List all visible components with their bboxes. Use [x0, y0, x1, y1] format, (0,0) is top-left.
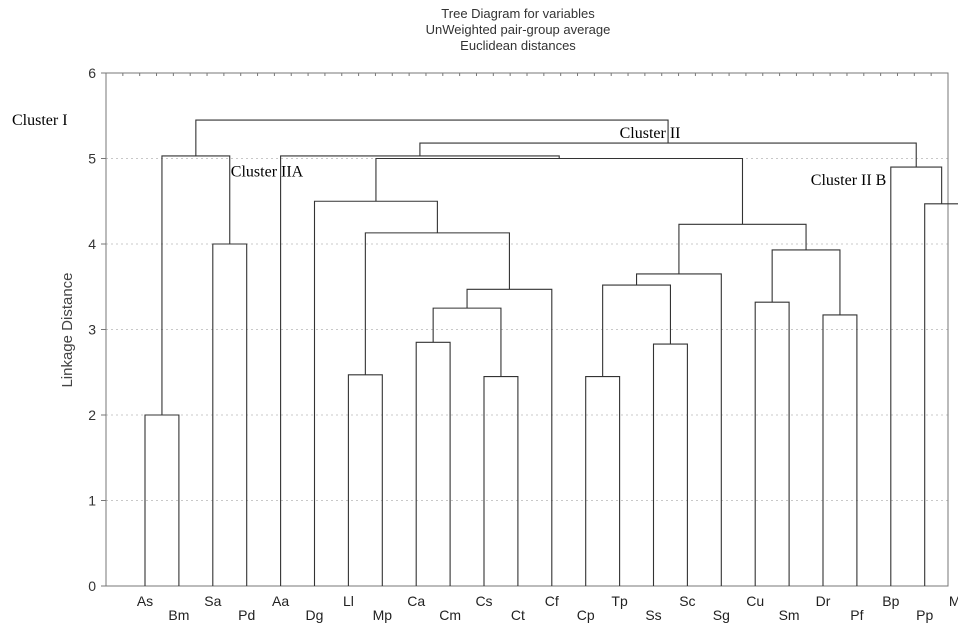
leaf-label-mp: Mp — [373, 607, 393, 623]
link-m24 — [195, 119, 669, 156]
link-m19 — [375, 157, 744, 225]
link-m10 — [313, 200, 438, 586]
leaf-label-ct: Ct — [511, 607, 525, 623]
leaf-label-ll: Ll — [343, 593, 354, 609]
leaf-label-bm: Bm — [168, 607, 189, 623]
link-m8 — [466, 288, 553, 586]
y-tick-label: 4 — [88, 236, 96, 252]
y-tick-label: 0 — [88, 578, 96, 594]
leaf-label-pf: Pf — [850, 607, 863, 623]
link-m12 — [652, 343, 688, 586]
leaf-label-sa: Sa — [204, 593, 221, 609]
leaf-label-dg: Dg — [306, 607, 324, 623]
link-m3 — [161, 155, 231, 415]
y-tick-label: 6 — [88, 65, 96, 81]
link-m13 — [602, 284, 671, 377]
leaf-label-cu: Cu — [746, 593, 764, 609]
leaf-label-ca: Ca — [407, 593, 425, 609]
y-axis-ticks: 0 1 2 3 4 5 6 — [88, 65, 932, 594]
leaf-label-cf: Cf — [545, 593, 559, 609]
leaf-label-as: As — [137, 593, 153, 609]
leaf-label-dr: Dr — [816, 593, 831, 609]
title-line-3: Euclidean distances — [460, 38, 576, 53]
leaf-label-cp: Cp — [577, 607, 595, 623]
dendrogram-links — [144, 119, 958, 586]
link-m6 — [483, 375, 519, 586]
link-m17 — [771, 249, 841, 315]
leaf-label-bp: Bp — [882, 593, 899, 609]
y-tick-label: 2 — [88, 407, 96, 423]
annotation-cluster-ii-b: Cluster II B — [811, 172, 887, 189]
leaf-label-sm: Sm — [779, 607, 800, 623]
link-m4 — [347, 374, 383, 586]
leaf-label-sc: Sc — [679, 593, 695, 609]
link-m9 — [364, 232, 510, 375]
link-m23 — [419, 142, 917, 168]
leaf-label-ss: Ss — [645, 607, 661, 623]
leaf-labels: As Bm Sa Pd Aa Dg Ll Mp Ca Cm Cs Ct Cf Cp Tp Ss Sc Sg Cu Sm… — [137, 593, 958, 623]
leaf-label-mo: Mo — [949, 593, 958, 609]
y-tick-label: 1 — [88, 493, 96, 509]
leaf-label-pp: Pp — [916, 607, 933, 623]
annotation-cluster-iia: Cluster IIA — [231, 163, 304, 180]
annotation-cluster-ii: Cluster II — [620, 125, 681, 142]
title-line-2: UnWeighted pair-group average — [426, 22, 611, 37]
link-m22 — [890, 166, 943, 586]
grid-lines — [106, 158, 948, 501]
cluster-annotations: Cluster I Cluster II Cluster IIA Cluster II… — [12, 112, 886, 189]
link-m14 — [636, 273, 722, 586]
link-m16 — [822, 314, 858, 586]
y-tick-label: 5 — [88, 151, 96, 167]
y-axis-label: Linkage Distance — [59, 272, 76, 387]
link-m15 — [754, 301, 790, 586]
leaf-label-tp: Tp — [611, 593, 628, 609]
leaf-label-cs: Cs — [475, 593, 492, 609]
leaf-label-aa: Aa — [272, 593, 289, 609]
title-line-1: Tree Diagram for variables — [441, 6, 595, 21]
chart-title: Tree Diagram for variables UnWeighted pa… — [426, 6, 611, 53]
link-m18 — [678, 223, 807, 274]
link-m21 — [924, 203, 958, 586]
leaf-label-sg: Sg — [713, 607, 730, 623]
y-tick-label: 3 — [88, 322, 96, 338]
leaf-label-pd: Pd — [238, 607, 255, 623]
leaf-label-cm: Cm — [439, 607, 461, 623]
link-m11 — [585, 375, 621, 586]
annotation-cluster-i: Cluster I — [12, 112, 68, 129]
link-m5 — [415, 341, 451, 586]
